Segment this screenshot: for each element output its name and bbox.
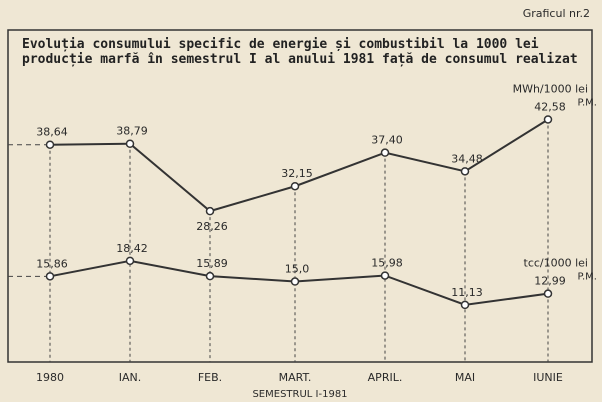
x-tick-label: FEB.: [198, 371, 222, 384]
data-label: 28,26: [196, 220, 228, 233]
data-label: 11,13: [451, 286, 483, 299]
x-tick-label: 1980: [36, 371, 64, 384]
x-tick-label: MART.: [279, 371, 312, 384]
point: [543, 289, 553, 298]
data-label: 34,48: [451, 152, 483, 165]
x-tick-label: MAI: [455, 371, 475, 384]
point: [460, 167, 470, 176]
legend-label: MWh/1000 lei: [513, 82, 588, 95]
data-label: 15,98: [371, 257, 403, 270]
point: [125, 256, 135, 266]
x-tick-label: IAN.: [119, 371, 142, 384]
point: [543, 115, 553, 124]
point: [45, 140, 55, 149]
data-label: 38,79: [116, 125, 148, 138]
data-label: 18,42: [116, 242, 148, 255]
point: [380, 148, 390, 157]
point: [125, 139, 135, 148]
chart-title: Evoluția consumului specific de energie …: [22, 37, 578, 67]
data-label: 15,0: [285, 263, 310, 276]
data-label: 15,89: [196, 257, 228, 270]
point: [290, 277, 300, 286]
annotation: P.M.: [578, 97, 597, 108]
point: [380, 271, 390, 280]
data-label: 15,86: [36, 257, 68, 270]
frame: [7, 29, 593, 363]
data-label: 42,58: [534, 100, 566, 113]
data-label: 32,15: [281, 167, 313, 180]
data-label: 38,64: [36, 126, 68, 139]
point: [45, 272, 55, 281]
data-label: 12,99: [534, 275, 566, 288]
figure-label: Graficul nr.2: [523, 7, 590, 20]
point: [205, 206, 215, 216]
annotation: P.M.: [578, 272, 597, 283]
data-label: 37,40: [371, 134, 403, 147]
x-axis-label: SEMESTRUL I-1981: [252, 389, 347, 400]
point: [290, 181, 300, 191]
legend-label: tcc/1000 lei: [524, 257, 589, 270]
point: [205, 271, 215, 281]
point: [460, 300, 470, 310]
x-tick-label: IUNIE: [533, 371, 563, 384]
x-tick-label: APRIL.: [368, 371, 403, 384]
